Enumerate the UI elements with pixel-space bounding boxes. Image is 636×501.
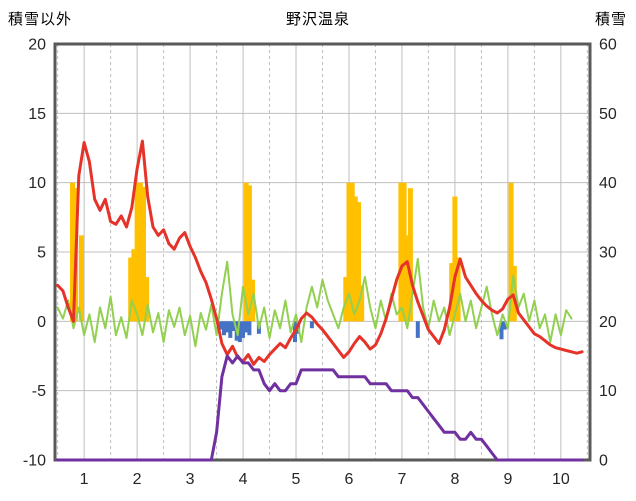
- chart-title: 野沢温泉: [285, 11, 350, 28]
- x-axis-tick: 10: [552, 471, 570, 488]
- x-axis-tick: 3: [186, 471, 195, 488]
- right-axis-tick: 20: [599, 314, 617, 331]
- plot-border: [53, 42, 592, 462]
- right-axis-tick: 30: [599, 245, 617, 262]
- series-layer: [56, 139, 584, 462]
- left-axis-tick: 15: [28, 106, 46, 123]
- right-axis-tick: 40: [599, 175, 617, 192]
- right-axis-title: 積雪: [594, 11, 627, 28]
- red-line: [56, 139, 584, 366]
- x-axis-tick: 6: [345, 471, 354, 488]
- right-axis-tick: 60: [599, 37, 617, 54]
- left-axis-tick: -5: [32, 383, 46, 400]
- left-axis-tick: -10: [23, 453, 46, 470]
- left-axis-tick: 10: [28, 175, 46, 192]
- x-axis-tick: 5: [292, 471, 301, 488]
- green-line: [56, 257, 573, 348]
- x-axis-tick: 4: [239, 471, 248, 488]
- left-axis-tick: 5: [37, 245, 46, 262]
- x-axis-tick: 2: [133, 471, 142, 488]
- left-axis-tick: 20: [28, 37, 46, 54]
- purple-line: [56, 354, 584, 462]
- x-axis-tick: 9: [503, 471, 512, 488]
- x-axis-tick: 1: [80, 471, 89, 488]
- right-axis-tick: 0: [599, 453, 608, 470]
- x-axis-tick: 8: [450, 471, 459, 488]
- right-axis-tick: 10: [599, 383, 617, 400]
- left-axis-title: 積雪以外: [8, 11, 73, 28]
- x-axis-tick: 7: [398, 471, 407, 488]
- right-axis-tick: 50: [599, 106, 617, 123]
- left-axis-tick: 0: [37, 314, 46, 331]
